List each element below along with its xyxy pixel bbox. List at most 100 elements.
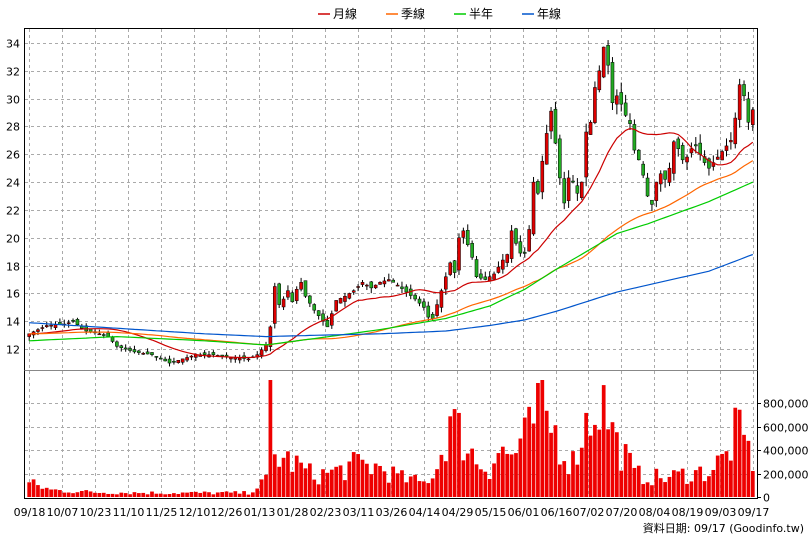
candle-body bbox=[71, 320, 75, 322]
volume-bar bbox=[443, 461, 448, 497]
candle-body bbox=[426, 305, 431, 318]
candle-body bbox=[457, 237, 461, 271]
candle-body bbox=[680, 145, 685, 161]
volume-bar bbox=[132, 492, 137, 497]
volume-bar bbox=[44, 487, 49, 497]
candle-body bbox=[615, 95, 619, 105]
volume-bar bbox=[136, 493, 141, 497]
volume-bar bbox=[750, 471, 755, 497]
candle-body bbox=[338, 298, 343, 304]
volume-bar bbox=[496, 453, 501, 497]
candle-body bbox=[575, 185, 580, 194]
volume-bar bbox=[386, 482, 391, 497]
x-tick-label: 06/16 bbox=[541, 506, 573, 519]
candle-body bbox=[549, 110, 553, 132]
volume-bar bbox=[641, 484, 646, 497]
candle-body bbox=[597, 70, 602, 91]
legend-label-0: 月線 bbox=[333, 6, 357, 21]
candle-body bbox=[141, 353, 146, 355]
volume-bar bbox=[500, 446, 505, 497]
candle-body bbox=[123, 347, 128, 350]
volume-bar bbox=[658, 478, 663, 497]
volume-bar bbox=[531, 423, 536, 497]
price-tick-label: 30 bbox=[6, 94, 20, 107]
legend: 月線 季線 半年 年線 bbox=[318, 6, 561, 21]
volume-bar bbox=[101, 492, 106, 497]
candle-body bbox=[737, 84, 742, 120]
volume-bar bbox=[724, 451, 729, 497]
candle-body bbox=[154, 356, 159, 358]
candle-body bbox=[566, 177, 571, 201]
volume-bar bbox=[509, 454, 514, 497]
candle-body bbox=[382, 280, 387, 285]
volume-bar bbox=[316, 484, 321, 497]
volume-bar bbox=[597, 429, 602, 497]
x-tick-label: 01/13 bbox=[244, 506, 276, 519]
candle-body bbox=[518, 241, 523, 254]
moving-average-lines bbox=[29, 127, 754, 359]
candle-body bbox=[343, 295, 347, 302]
x-tick-label: 05/15 bbox=[475, 506, 507, 519]
volume-bar bbox=[487, 478, 492, 497]
candle-body bbox=[272, 286, 277, 324]
volume-tick-label: 400,000 bbox=[763, 445, 808, 458]
candle-body bbox=[496, 266, 501, 273]
candle-body bbox=[356, 286, 360, 288]
candle-body bbox=[145, 351, 150, 355]
volume-bar bbox=[365, 463, 369, 497]
candle-body bbox=[189, 355, 194, 358]
volume-bar bbox=[106, 493, 110, 497]
volume-bar bbox=[268, 380, 273, 497]
volume-bar bbox=[711, 469, 716, 497]
volume-tick-label: 600,000 bbox=[763, 422, 808, 435]
price-tick-label: 14 bbox=[6, 316, 20, 329]
candle-body bbox=[163, 358, 167, 362]
volume-bar bbox=[689, 481, 694, 497]
volume-bar bbox=[97, 492, 102, 497]
candle-body bbox=[571, 180, 575, 183]
candle-body bbox=[137, 350, 141, 353]
candle-body bbox=[211, 352, 216, 355]
price-tick-label: 18 bbox=[6, 261, 20, 274]
volume-bar bbox=[264, 474, 268, 497]
volume-bar bbox=[395, 473, 400, 497]
volume-bar bbox=[391, 466, 396, 497]
candle-body bbox=[387, 279, 391, 282]
volume-bar bbox=[461, 460, 466, 497]
price-tick-label: 24 bbox=[6, 177, 20, 190]
volume-bar bbox=[606, 429, 610, 497]
volume-bar bbox=[62, 492, 67, 497]
candle-body bbox=[685, 156, 689, 163]
candle-body bbox=[540, 160, 545, 193]
candle-body bbox=[444, 276, 448, 290]
candle-body bbox=[75, 319, 80, 326]
legend-label-1: 季線 bbox=[401, 6, 425, 21]
volume-bar bbox=[40, 488, 45, 497]
volume-bar bbox=[457, 412, 461, 497]
volume-bar bbox=[110, 493, 115, 497]
candle-body bbox=[588, 122, 593, 135]
candle-body bbox=[237, 357, 242, 361]
volume-bar bbox=[233, 491, 238, 497]
volume-bar bbox=[575, 464, 580, 497]
candle-body bbox=[128, 348, 132, 351]
volume-bar bbox=[439, 454, 444, 497]
price-grid bbox=[25, 29, 757, 497]
candle-body bbox=[430, 313, 435, 319]
volume-bar bbox=[663, 482, 667, 497]
candle-body bbox=[492, 273, 496, 280]
candle-body bbox=[115, 341, 119, 347]
volume-bar bbox=[211, 494, 216, 497]
candle-body bbox=[119, 345, 124, 348]
candle-body bbox=[509, 230, 514, 259]
volume-bar bbox=[527, 406, 532, 497]
volume-bar bbox=[356, 454, 360, 497]
candle-body bbox=[53, 324, 58, 328]
x-tick-label: 12/26 bbox=[211, 506, 243, 519]
volume-bar bbox=[707, 476, 711, 497]
volume-bar bbox=[566, 474, 571, 497]
volume-axis-labels: 0 200,000 400,000 600,000 800,000 bbox=[757, 398, 808, 505]
candle-body bbox=[110, 336, 115, 342]
candle-body bbox=[483, 276, 488, 280]
candle-body bbox=[658, 173, 663, 185]
